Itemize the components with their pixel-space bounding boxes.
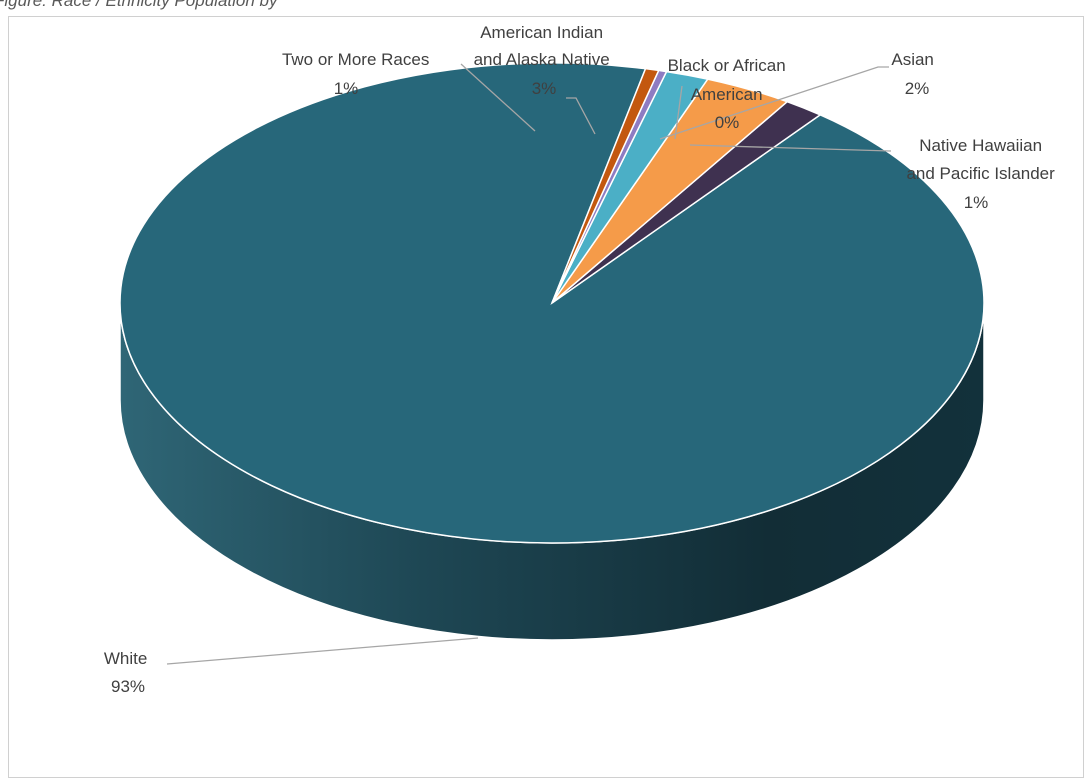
leader-asian	[659, 66, 889, 140]
label-american-indian: American Indian and Alaska Native 3%	[474, 23, 615, 98]
chart-area	[8, 16, 1084, 778]
label-black-african-american: Black or African American 0%	[668, 56, 791, 132]
leader-native-hawaiian	[689, 144, 892, 152]
leader-white	[166, 637, 479, 665]
chart-caption: Figure: Race / Ethnicity Population by	[0, 0, 278, 10]
leader-black-african-american	[674, 85, 683, 140]
leader-two-or-more-races	[460, 63, 536, 132]
label-asian: Asian 2%	[891, 50, 938, 98]
label-white: White 93%	[104, 649, 152, 696]
pie-top-layer	[119, 62, 985, 544]
label-native-hawaiian: Native Hawaiian and Pacific Islander 1%	[906, 136, 1059, 212]
label-two-or-more-races: Two or More Races 1%	[282, 50, 434, 98]
leader-lines	[166, 63, 892, 665]
leader-american-indian	[566, 97, 596, 135]
pie-slice-native-hawaiian-and-pacific-islander	[551, 67, 660, 304]
